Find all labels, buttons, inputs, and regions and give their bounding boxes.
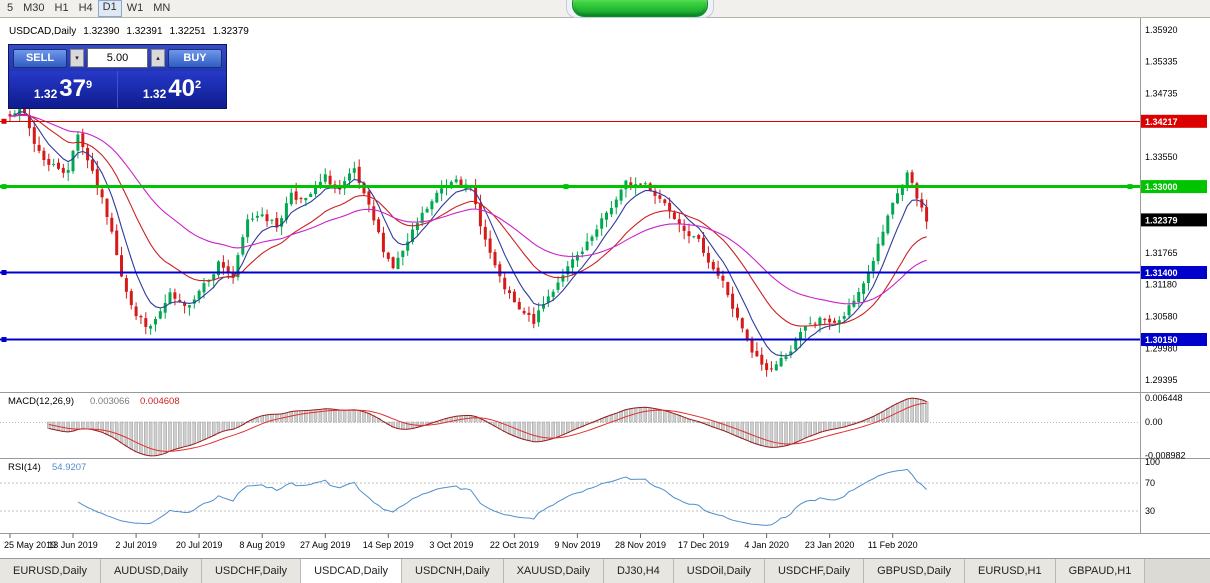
svg-text:70: 70 <box>1145 478 1155 488</box>
svg-text:1.30580: 1.30580 <box>1145 311 1178 321</box>
ma-line-42 <box>9 114 927 305</box>
svg-text:-0.008982: -0.008982 <box>1145 450 1186 460</box>
svg-text:1.31180: 1.31180 <box>1145 279 1177 289</box>
chart-tab-eurusd-h1[interactable]: EURUSD,H1 <box>965 559 1056 583</box>
svg-text:0.004608: 0.004608 <box>140 396 180 407</box>
svg-text:1.33550: 1.33550 <box>1145 152 1178 162</box>
timeframe-button-h1[interactable]: H1 <box>54 2 69 14</box>
svg-text:3 Oct 2019: 3 Oct 2019 <box>429 540 473 550</box>
timeframe-button-mn[interactable]: MN <box>153 2 171 14</box>
chart-tab-usdcad-daily[interactable]: USDCAD,Daily <box>301 559 403 583</box>
trade-controls-row: SELL ▾ ▴ BUY <box>9 45 226 71</box>
svg-text:11 Feb 2020: 11 Feb 2020 <box>868 540 918 550</box>
sell-price-big: 37 <box>59 75 86 102</box>
close-value: 1.32379 <box>212 26 249 37</box>
volume-increase-button[interactable]: ▴ <box>151 49 165 67</box>
svg-text:MACD(12,26,9): MACD(12,26,9) <box>8 396 74 407</box>
chart-tab-usdchf-daily[interactable]: USDCHF,Daily <box>201 559 302 583</box>
buy-price-big: 40 <box>168 75 195 102</box>
chart-tab-eurusd-daily[interactable]: EURUSD,Daily <box>0 559 101 583</box>
svg-text:8 Aug 2019: 8 Aug 2019 <box>239 540 285 550</box>
chart-tab-dj30-h4[interactable]: DJ30,H4 <box>603 559 674 583</box>
svg-text:1.34217: 1.34217 <box>1145 117 1178 127</box>
sell-button[interactable]: SELL <box>13 48 67 68</box>
buy-price-sup: 2 <box>194 79 202 91</box>
price-axis[interactable]: 1.35920 1.35335 1.34735 1.33550 1.31765 1.311… <box>1141 25 1207 385</box>
svg-text:14 Sep 2019: 14 Sep 2019 <box>363 540 414 550</box>
timeframe-button-h4[interactable]: H4 <box>78 2 93 14</box>
chart-tab-xauusd-daily[interactable]: XAUUSD,Daily <box>503 559 604 583</box>
timeframe-button-5[interactable]: 5 <box>7 2 14 14</box>
svg-text:30: 30 <box>1145 506 1155 516</box>
rsi-panel: RSI(14) 54.9207 100 70 30 <box>0 457 1160 526</box>
sell-price-display[interactable]: 1.32379 <box>9 71 117 108</box>
ma-line-7 <box>9 111 927 357</box>
svg-text:22 Oct 2019: 22 Oct 2019 <box>490 540 539 550</box>
chart-tab-gbpusd-daily[interactable]: GBPUSD,Daily <box>864 559 966 583</box>
timeframe-button-m30[interactable]: M30 <box>23 2 45 14</box>
svg-text:13 Jun 2019: 13 Jun 2019 <box>48 540 98 550</box>
svg-text:9 Nov 2019: 9 Nov 2019 <box>554 540 600 550</box>
sell-price-head: 1.32 <box>33 87 58 101</box>
svg-text:1.35920: 1.35920 <box>1145 25 1178 35</box>
one-click-trading-panel: SELL ▾ ▴ BUY 1.32379 1.32402 <box>8 44 227 109</box>
sell-price-sup: 9 <box>85 79 93 91</box>
chart-tabs: EURUSD,Daily AUDUSD,Daily USDCHF,Daily USDC… <box>0 559 1210 583</box>
macd-panel: MACD(12,26,9) 0.003066 0.004608 0.006448 0.0… <box>0 393 1186 460</box>
buy-price-head: 1.32 <box>142 87 167 101</box>
chart-window: 1.35920 1.35335 1.34735 1.33550 1.31765 1.311… <box>0 18 1210 558</box>
svg-text:0.006448: 0.006448 <box>1145 393 1183 403</box>
volume-input[interactable] <box>87 48 148 68</box>
svg-text:1.29980: 1.29980 <box>1145 344 1178 354</box>
chart-tab-audusd-daily[interactable]: AUDUSD,Daily <box>100 559 202 583</box>
svg-text:1.34735: 1.34735 <box>1145 89 1178 99</box>
svg-text:2 Jul 2019: 2 Jul 2019 <box>115 540 157 550</box>
svg-text:54.9207: 54.9207 <box>52 462 86 473</box>
svg-text:1.29395: 1.29395 <box>1145 375 1178 385</box>
svg-text:28 Nov 2019: 28 Nov 2019 <box>615 540 666 550</box>
svg-text:1.32379: 1.32379 <box>1145 215 1178 225</box>
svg-text:4 Jan 2020: 4 Jan 2020 <box>744 540 789 550</box>
svg-text:25 May 2019: 25 May 2019 <box>4 540 56 550</box>
trade-prices-row: 1.32379 1.32402 <box>9 71 226 108</box>
svg-text:23 Jan 2020: 23 Jan 2020 <box>805 540 855 550</box>
volume-decrease-button[interactable]: ▾ <box>70 49 84 67</box>
horizontal-lines[interactable] <box>0 118 1140 342</box>
timeframe-toolbar: 5 M30 H1 H4 D1 W1 MN <box>0 0 1210 18</box>
svg-text:17 Dec 2019: 17 Dec 2019 <box>678 540 729 550</box>
open-value: 1.32390 <box>83 26 120 37</box>
timeframe-button-w1[interactable]: W1 <box>126 2 144 14</box>
svg-text:27 Aug 2019: 27 Aug 2019 <box>300 540 351 550</box>
svg-text:0.003066: 0.003066 <box>90 396 130 407</box>
chart-ohlc-title: USDCAD,Daily 1.32390 1.32391 1.32251 1.3… <box>9 26 256 37</box>
svg-text:1.30150: 1.30150 <box>1145 335 1178 345</box>
svg-text:1.31400: 1.31400 <box>1145 268 1178 278</box>
svg-text:0.00: 0.00 <box>1145 417 1163 427</box>
ma-line-20 <box>9 113 927 327</box>
timeframe-button-d1[interactable]: D1 <box>97 0 122 17</box>
low-value: 1.32251 <box>169 26 206 37</box>
buy-button[interactable]: BUY <box>168 48 222 68</box>
svg-text:100: 100 <box>1145 457 1160 467</box>
chart-tab-usdoil-daily[interactable]: USDOil,Daily <box>673 559 765 583</box>
chart-tab-gbpaud-h1[interactable]: GBPAUD,H1 <box>1055 559 1146 583</box>
chart-tabbar: EURUSD,Daily AUDUSD,Daily USDCHF,Daily USDC… <box>0 558 1210 583</box>
toolbar-green-button-frame <box>566 0 714 18</box>
chart-tab-usdcnh-daily[interactable]: USDCNH,Daily <box>402 559 504 583</box>
svg-text:1.31765: 1.31765 <box>1145 248 1178 258</box>
high-value: 1.32391 <box>126 26 163 37</box>
chart-tab-usdchf-daily[interactable]: USDCHF,Daily <box>764 559 865 583</box>
svg-text:RSI(14): RSI(14) <box>8 462 41 473</box>
svg-text:1.33000: 1.33000 <box>1145 182 1178 192</box>
buy-price-display[interactable]: 1.32402 <box>117 71 226 108</box>
svg-text:20 Jul 2019: 20 Jul 2019 <box>176 540 223 550</box>
timeframe-buttons: 5 M30 H1 H4 D1 W1 MN <box>2 0 175 17</box>
symbol-period-label: USDCAD,Daily <box>9 26 77 37</box>
toolbar-green-button[interactable] <box>572 0 708 17</box>
svg-text:1.35335: 1.35335 <box>1145 56 1178 66</box>
